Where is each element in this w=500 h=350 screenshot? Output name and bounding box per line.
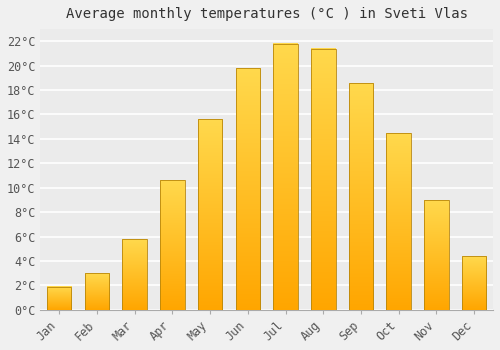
Bar <box>47 287 72 310</box>
Bar <box>160 180 184 310</box>
Bar <box>311 49 336 310</box>
Bar <box>236 68 260 310</box>
Bar <box>348 83 374 310</box>
Bar <box>462 256 486 310</box>
Bar <box>122 239 147 310</box>
Title: Average monthly temperatures (°C ) in Sveti Vlas: Average monthly temperatures (°C ) in Sv… <box>66 7 468 21</box>
Bar <box>84 273 109 310</box>
Bar <box>274 44 298 310</box>
Bar <box>424 200 448 310</box>
Bar <box>198 119 222 310</box>
Bar <box>386 133 411 310</box>
